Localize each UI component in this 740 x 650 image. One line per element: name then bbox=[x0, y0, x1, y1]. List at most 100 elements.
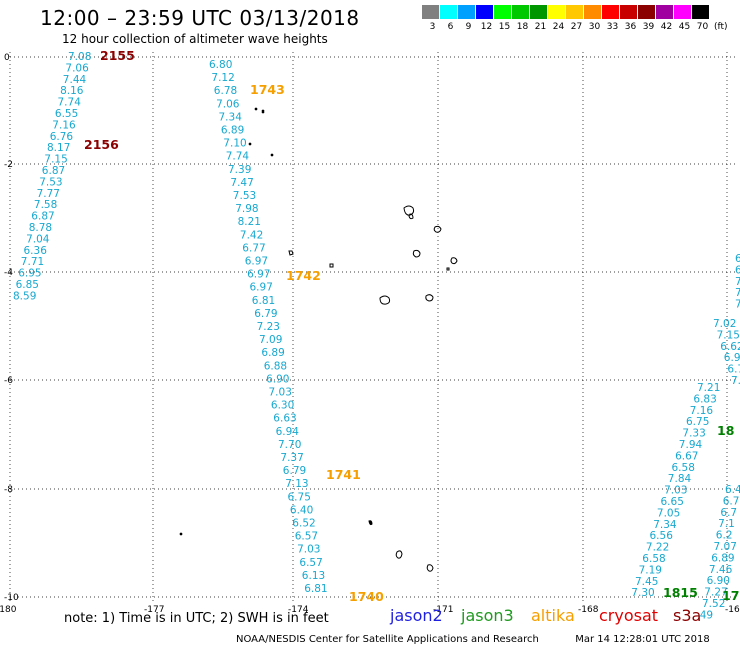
legend-swatch bbox=[512, 5, 529, 19]
wave-height-label: 7.34 bbox=[653, 519, 677, 531]
generation-timestamp: Mar 14 12:28:01 UTC 2018 bbox=[575, 634, 710, 645]
wave-height-label: 6.77 bbox=[242, 242, 265, 254]
legend-swatch bbox=[602, 5, 619, 19]
legend-swatch bbox=[584, 5, 601, 19]
wave-height-label: 6.62 bbox=[720, 341, 740, 353]
island bbox=[433, 225, 442, 233]
wave-height-label: 7.70 bbox=[278, 439, 301, 451]
legend-label: 6 bbox=[447, 22, 454, 32]
legend-label: 3 bbox=[429, 22, 436, 32]
wave-height-label: 6.87 bbox=[42, 165, 65, 177]
legend-swatch bbox=[458, 5, 475, 19]
wave-height-label: 6.13 bbox=[302, 570, 325, 582]
latitude-tick: -2 bbox=[4, 160, 13, 170]
track-e: 6.6.7.7.7.018 bbox=[717, 253, 740, 438]
island bbox=[379, 295, 391, 305]
island bbox=[426, 564, 434, 572]
wave-height-label: 7.45 bbox=[635, 576, 658, 588]
pass-time-label: 2155 bbox=[100, 48, 135, 63]
wave-height-label: 7.06 bbox=[216, 98, 240, 110]
wave-height-label: 7.39 bbox=[228, 164, 251, 176]
footnote: note: 1) Time is in UTC; 2) SWH is in fe… bbox=[64, 611, 329, 626]
legend-swatch bbox=[548, 5, 565, 19]
track-c: 7.216.837.166.757.337.946.676.587.847.03… bbox=[631, 382, 720, 600]
wave-height-label: 7.06 bbox=[65, 62, 89, 74]
wave-height-label: 6.4 bbox=[725, 484, 740, 496]
island bbox=[179, 532, 183, 536]
wave-height-label: 6.75 bbox=[288, 491, 311, 503]
wave-height-label: 6.89 bbox=[711, 552, 734, 564]
wave-height-label: 7.03 bbox=[297, 544, 320, 556]
map-title: 12:00 – 23:59 UTC 03/13/2018 bbox=[40, 6, 360, 30]
wave-height-label: 7.05 bbox=[657, 507, 680, 519]
wave-height-label: 6.2 bbox=[716, 530, 733, 542]
legend-label: 33 bbox=[606, 22, 619, 32]
wave-height-label: 8.78 bbox=[29, 222, 52, 234]
wave-height-label: 6.67 bbox=[675, 450, 698, 462]
legend-label: 39 bbox=[642, 22, 655, 32]
longitude-tick: -177 bbox=[144, 605, 164, 615]
pass-time-label: 1740 bbox=[349, 589, 384, 604]
wave-height-label: 7.1 bbox=[718, 518, 735, 530]
island bbox=[368, 520, 373, 526]
legend-label: 24 bbox=[552, 22, 565, 32]
track-f: 6.46.76.77.16.27.076.897.466.907.277.524… bbox=[700, 484, 740, 621]
legend-label: 15 bbox=[498, 22, 511, 32]
wave-height-label: 6.52 bbox=[292, 518, 315, 530]
wave-height-label: 6. bbox=[735, 253, 740, 265]
wave-height-label: 8.16 bbox=[60, 85, 84, 97]
wave-height-label: 7.0 bbox=[735, 299, 740, 311]
wave-height-label: 7.04 bbox=[26, 233, 50, 245]
wave-height-label: 7. bbox=[735, 276, 740, 288]
wave-height-label: 7.13 bbox=[285, 478, 308, 490]
credit-text: NOAA/NESDIS Center for Satellite Applica… bbox=[236, 634, 539, 645]
altimeter-tracks: 7.087.067.448.167.746.557.166.768.177.15… bbox=[13, 48, 740, 621]
wave-height-label: 8.59 bbox=[13, 290, 36, 302]
wave-height-label: 7.33 bbox=[682, 428, 705, 440]
satellite-name: altika bbox=[531, 606, 575, 625]
island bbox=[403, 205, 415, 220]
legend-swatch bbox=[422, 5, 439, 19]
wave-height-label: 6.97 bbox=[250, 282, 273, 294]
latitude-tick: -8 bbox=[4, 485, 13, 495]
legend-swatch bbox=[674, 5, 691, 19]
wave-height-label: 6.89 bbox=[221, 125, 244, 137]
wave-height-label: 6.63 bbox=[273, 413, 296, 425]
wave-height-label: 7. bbox=[735, 287, 740, 299]
wave-height-label: 7.58 bbox=[34, 199, 57, 211]
wave-height-label: 7.15 bbox=[44, 154, 67, 166]
wave-height-label: 6.30 bbox=[271, 400, 294, 412]
wave-height-label: 7.03 bbox=[269, 387, 292, 399]
wave-height-label: 7.16 bbox=[52, 119, 76, 131]
wave-height-label: 7.27 bbox=[704, 587, 727, 599]
legend-swatch bbox=[530, 5, 547, 19]
legend-label: 30 bbox=[588, 22, 601, 32]
wave-height-label: 7.03 bbox=[664, 485, 687, 497]
longitude-tick: -174 bbox=[288, 605, 309, 615]
wave-height-label: 7.52 bbox=[702, 598, 725, 610]
wave-height-label: 7.02 bbox=[713, 318, 736, 330]
satellite-name: cryosat bbox=[599, 606, 659, 625]
wave-height-label: 49 bbox=[700, 609, 713, 621]
island bbox=[248, 107, 274, 157]
wave-height-label: 7.44 bbox=[63, 74, 87, 86]
islands bbox=[179, 107, 458, 572]
wave-height-label: 7.37 bbox=[280, 452, 303, 464]
wave-height-label: 7.47 bbox=[230, 177, 253, 189]
island bbox=[412, 249, 421, 258]
wave-height-label: 6.55 bbox=[55, 108, 78, 120]
wave-height-label: 7.08 bbox=[68, 51, 91, 63]
legend-swatch bbox=[638, 5, 655, 19]
wave-height-label: 7.10 bbox=[223, 138, 246, 150]
legend-unit: (ft) bbox=[714, 22, 728, 32]
legend-label: 70 bbox=[696, 22, 709, 32]
wave-height-label: 6.40 bbox=[290, 504, 313, 516]
wave-height-label: 6.75 bbox=[686, 416, 709, 428]
pass-time-label: 2156 bbox=[84, 137, 119, 152]
wave-height-label: 6.78 bbox=[214, 85, 237, 97]
wave-height-label: 7.42 bbox=[240, 229, 263, 241]
wave-height-label: 7.07 bbox=[714, 541, 737, 553]
satellite-name: jason3 bbox=[461, 606, 514, 625]
legend-label: 42 bbox=[660, 22, 673, 32]
longitude-tick: -171 bbox=[433, 605, 453, 615]
